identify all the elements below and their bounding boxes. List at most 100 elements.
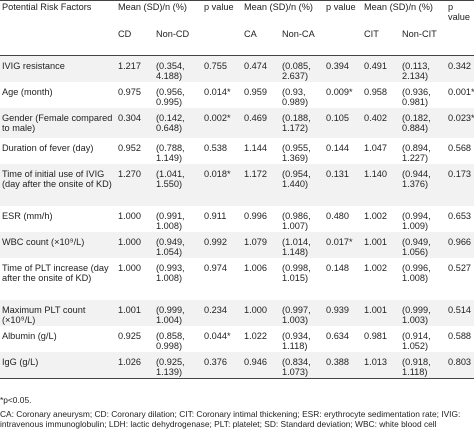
ca-p-value: 0.144 [326, 143, 350, 153]
nonca-value: (0.955, 1.369) [282, 143, 311, 163]
nonca-value: (0.997, 1.003) [282, 305, 311, 325]
noncd-value: (0.949, 1.054) [156, 237, 185, 257]
factor-cell: IgG (g/L) [2, 357, 39, 367]
table-row: Gender (Female compared to male) 0.304 (0.… [0, 108, 474, 138]
factor-cell: WBC count (×10⁹/L) [2, 237, 85, 247]
nonca-value: (0.834, 1.073) [282, 357, 311, 377]
ca-p-value: 0.394 [326, 61, 350, 71]
cd-value: 0.925 [118, 331, 141, 341]
cit-p-value: 0.966 [448, 237, 472, 247]
factor-cell: Age (month) [2, 87, 53, 97]
noncd-value: (0.858, 0.998) [156, 331, 185, 351]
header-spacer [446, 24, 474, 56]
cd-value: 1.026 [118, 357, 141, 367]
cit-p-value: 0.568 [448, 143, 472, 153]
noncit-value: (0.894, 1.227) [402, 143, 431, 163]
cd-p-value: 0.014* [204, 87, 231, 97]
cd-value: 1.000 [118, 237, 141, 247]
abbreviations-note: CA: Coronary aneurysm; CD: Coronary dila… [0, 409, 461, 429]
risk-factor-table: Potential Risk Factors Mean (SD)/n (%) p… [0, 0, 474, 379]
factor-cell: Time of initial use of IVIG (day after t… [2, 169, 112, 189]
table-row: Maximum PLT count (×10⁹/L) 1.001 (0.999, 1… [0, 300, 474, 326]
ca-p-value: 0.105 [326, 113, 350, 123]
cit-value: 1.001 [364, 305, 388, 315]
header-spacer [202, 24, 242, 56]
cit-value: 1.013 [364, 357, 388, 367]
ca-p-value: 0.009* [326, 87, 353, 97]
table-row: IVIG resistance 1.217 (0.354, 4.188) 0.755 0… [0, 55, 474, 82]
noncit-value: (0.994, 1.009) [402, 211, 431, 231]
cd-p-value: 0.974 [204, 263, 228, 273]
noncit-value: (0.996, 1.008) [402, 263, 431, 283]
factor-cell: Duration of fever (day) [2, 143, 94, 153]
nonca-value: (0.934, 1.118) [282, 331, 311, 351]
noncit-value: (0.113, 2.134) [402, 61, 430, 81]
ca-value: 0.469 [244, 113, 268, 123]
ca-p-value: 0.131 [326, 169, 350, 179]
table-row: Albumin (g/L) 0.925 (0.858, 0.998) 0.044* 1.… [0, 326, 474, 352]
nonca-value: (0.188, 1.172) [282, 113, 311, 133]
noncd-value: (0.354, 4.188) [156, 61, 185, 81]
cit-value: 0.981 [364, 331, 388, 341]
cit-value: 0.958 [364, 87, 388, 97]
ca-value: 1.006 [244, 263, 268, 273]
factor-cell: ESR (mm/h) [2, 211, 53, 221]
cd-p-value: 0.018* [204, 169, 231, 179]
factor-cell: Time of PLT increase (day after the onsi… [2, 263, 109, 283]
cit-mean-header: Mean (SD)/n (%) [364, 2, 433, 12]
noncit-value: (0.918, 1.118) [402, 357, 431, 377]
cit-p-value: 0.342 [448, 61, 472, 71]
cd-subheader: CD [118, 29, 132, 39]
cd-value: 0.952 [118, 143, 141, 153]
cit-value: 1.047 [364, 143, 388, 153]
ca-p-header: p value [326, 2, 356, 12]
table-row: IgG (g/L) 1.026 (0.925, 1.139) 0.376 0.946 (0… [0, 352, 474, 379]
cit-value: 1.140 [364, 169, 388, 179]
noncd-value: (0.142, 0.648) [156, 113, 185, 133]
ca-value: 0.996 [244, 211, 268, 221]
ca-value: 1.144 [244, 143, 268, 153]
noncd-subheader: Non-CD [156, 29, 190, 39]
nonca-value: (0.954, 1.440) [282, 169, 311, 189]
cit-value: 1.002 [364, 263, 388, 273]
header-row-1: Potential Risk Factors Mean (SD)/n (%) p… [0, 0, 474, 24]
cd-p-value: 0.538 [204, 143, 228, 153]
noncd-value: (0.925, 1.139) [156, 357, 185, 377]
noncd-value: (1.041, 1.550) [156, 169, 185, 189]
factor-header: Potential Risk Factors [2, 2, 92, 12]
cit-p-value: 0.653 [448, 211, 472, 221]
noncd-value: (0.956, 0.995) [156, 87, 185, 107]
table-row: WBC count (×10⁹/L) 1.000 (0.949, 1.054) 0.9… [0, 232, 474, 258]
table-row: Age (month) 0.975 (0.956, 0.995) 0.014* 0.95… [0, 82, 474, 108]
cd-p-value: 0.234 [204, 305, 228, 315]
noncit-value: (0.936, 0.981) [402, 87, 431, 107]
ca-p-value: 0.939 [326, 305, 350, 315]
ca-p-value: 0.148 [326, 263, 350, 273]
table-row: Time of initial use of IVIG (day after t… [0, 164, 474, 206]
header-row-2: CD Non-CD CA Non-CA CIT Non-CIT [0, 24, 474, 56]
cit-p-header: p value [448, 2, 471, 22]
cit-p-value: 0.588 [448, 331, 472, 341]
cit-p-value: 0.527 [448, 263, 472, 273]
table-row: ESR (mm/h) 1.000 (0.991, 1.008) 0.911 0.996 (… [0, 206, 474, 232]
table-row: Time of PLT increase (day after the onsi… [0, 258, 474, 300]
noncit-value: (0.182, 0.884) [402, 113, 431, 133]
noncit-value: (0.914, 1.052) [402, 331, 431, 351]
factor-cell: Gender (Female compared to male) [2, 113, 113, 133]
table-notes: *p<0.05. CA: Coronary aneurysm; CD: Coro… [0, 395, 474, 429]
cd-value: 1.217 [118, 61, 141, 71]
header-spacer [324, 24, 362, 56]
cit-value: 0.402 [364, 113, 388, 123]
cit-value: 1.001 [364, 237, 388, 247]
cit-p-value: 0.001* [448, 87, 474, 97]
cd-p-header: p value [204, 2, 234, 12]
cd-value: 1.270 [118, 169, 141, 179]
ca-value: 1.000 [244, 305, 268, 315]
cit-value: 0.491 [364, 61, 388, 71]
noncd-value: (0.788, 1.149) [156, 143, 185, 163]
ca-p-value: 0.634 [326, 331, 350, 341]
cit-p-value: 0.803 [448, 357, 472, 367]
noncit-value: (0.999, 1.003) [402, 305, 431, 325]
nonca-value: (0.085, 2.637) [282, 61, 311, 81]
cd-p-value: 0.755 [204, 61, 228, 71]
